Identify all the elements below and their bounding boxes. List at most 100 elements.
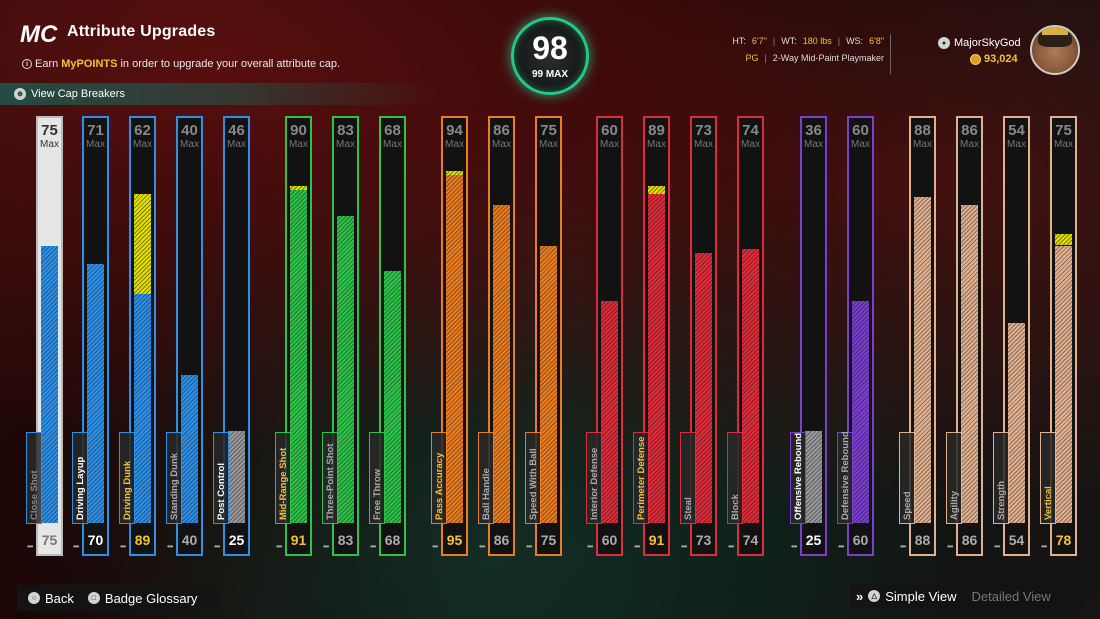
attribute-label-tab xyxy=(478,432,494,524)
attribute-name: Free Throw xyxy=(372,468,383,520)
badge-glossary-button[interactable]: □ Badge Glossary xyxy=(87,591,197,606)
simple-view-button[interactable]: Simple View xyxy=(885,588,957,604)
attribute-bar-free-throw[interactable]: 68 Max 68 Free Throw ••• xyxy=(369,116,406,556)
attribute-dots-icon: ••• xyxy=(276,542,282,551)
page-title: Attribute Upgrades xyxy=(67,23,216,40)
wt-value: 180 lbs xyxy=(802,36,832,46)
attribute-bar-agility[interactable]: 86 Max 86 Agility ••• xyxy=(946,116,983,556)
attribute-column[interactable]: 46 Max 25 xyxy=(223,116,250,556)
attribute-bar-driving-layup[interactable]: 71 Max 70 Driving Layup ••• xyxy=(72,116,109,556)
attribute-max-label: Max xyxy=(336,139,355,150)
attribute-column[interactable]: 75 Max 75 xyxy=(535,116,562,556)
back-label: Back xyxy=(45,590,74,606)
attribute-max-label: Max xyxy=(40,139,59,150)
player-info: HT: 6'7" | WT: 180 lbs | WS: 6'8" PG | 2-Wa… xyxy=(712,36,884,70)
attribute-bar-offensive-rebound[interactable]: 36 Max 25 Offensive Rebound ••• xyxy=(790,116,827,556)
attribute-column[interactable]: 88 Max 88 xyxy=(909,116,936,556)
overall-rating-value: 98 xyxy=(532,30,568,66)
attribute-current-value: 68 xyxy=(384,532,401,548)
attribute-dots-icon: ••• xyxy=(167,542,173,551)
view-cap-breakers-button[interactable]: ⊕ View Cap Breakers xyxy=(0,83,440,105)
attribute-current-value: 73 xyxy=(695,532,712,548)
separator: | xyxy=(764,53,767,63)
attribute-name: Close Shot xyxy=(29,470,40,520)
attribute-bar-defensive-rebound[interactable]: 60 Max 60 Defensive Rebound ••• xyxy=(837,116,874,556)
attribute-label-tab xyxy=(322,432,338,524)
attribute-dots-icon: ••• xyxy=(432,542,438,551)
attribute-bar-strength[interactable]: 54 Max 54 Strength ••• xyxy=(993,116,1030,556)
attribute-label-tab xyxy=(993,432,1009,524)
attribute-name: Driving Layup xyxy=(75,456,86,520)
attribute-label-tab xyxy=(790,432,806,524)
attribute-bar-perimeter-defense[interactable]: 89 Max 91 Perimeter Defense ••• xyxy=(633,116,670,556)
attribute-max-label: Max xyxy=(647,139,666,150)
attribute-label-tab xyxy=(899,432,915,524)
attribute-bar-mid-range-shot[interactable]: 90 Max 91 Mid-Range Shot ••• xyxy=(275,116,312,556)
detailed-view-button[interactable]: Detailed View xyxy=(971,588,1051,604)
ws-value: 6'8" xyxy=(869,36,884,46)
attribute-name: Mid-Range Shot xyxy=(278,447,289,520)
attribute-bar-steal[interactable]: 73 Max 73 Steal ••• xyxy=(680,116,717,556)
attribute-name: Ball Handle xyxy=(481,468,492,520)
attribute-fill xyxy=(87,264,104,523)
attribute-bar-vertical[interactable]: 75 Max 78 Vertical ••• xyxy=(1040,116,1077,556)
username: ● MajorSkyGod xyxy=(938,37,1021,49)
attribute-cap-value: 75 xyxy=(1055,122,1072,139)
attribute-current-value: 86 xyxy=(961,532,978,548)
overall-rating-badge: 98 99 MAX xyxy=(511,17,589,95)
coin-icon xyxy=(970,53,981,65)
attribute-bar-close-shot[interactable]: 75 Max 75 Close Shot ••• xyxy=(26,116,63,556)
attribute-dots-icon: ••• xyxy=(838,542,844,551)
attribute-column[interactable]: 89 Max 91 xyxy=(643,116,670,556)
attribute-fill xyxy=(384,271,401,523)
back-button[interactable]: ○ Back xyxy=(28,591,74,606)
attribute-fill xyxy=(181,375,198,523)
attribute-name: Block xyxy=(730,494,741,520)
attribute-fill xyxy=(337,215,354,523)
position-value: PG xyxy=(745,53,759,63)
attribute-fill xyxy=(805,430,822,523)
attribute-bar-block[interactable]: 74 Max 74 Block ••• xyxy=(727,116,764,556)
attribute-column[interactable]: 90 Max 91 xyxy=(285,116,312,556)
attribute-cap-value: 60 xyxy=(852,122,869,139)
attribute-column[interactable]: 94 Max 95 xyxy=(441,116,468,556)
attribute-cap-value: 71 xyxy=(87,122,104,139)
attribute-column[interactable]: 71 Max 70 xyxy=(82,116,109,556)
attribute-bar-post-control[interactable]: 46 Max 25 Post Control ••• xyxy=(213,116,250,556)
attribute-current-value: 89 xyxy=(134,532,151,548)
attribute-column[interactable]: 74 Max 74 xyxy=(737,116,764,556)
attribute-current-value: 25 xyxy=(228,532,245,548)
attribute-bar-speed-with-ball[interactable]: 75 Max 75 Speed With Ball ••• xyxy=(525,116,562,556)
attribute-bar-standing-dunk[interactable]: 40 Max 40 Standing Dunk ••• xyxy=(166,116,203,556)
controller-button-icon: ⊕ xyxy=(14,88,26,100)
attribute-bar-driving-dunk[interactable]: 62 Max 89 Driving Dunk ••• xyxy=(119,116,156,556)
attribute-max-label: Max xyxy=(539,139,558,150)
mc-logo-icon: MC xyxy=(20,21,58,46)
attribute-name: Speed xyxy=(902,491,913,520)
attribute-upgrade-fill xyxy=(290,186,307,190)
attribute-bar-interior-defense[interactable]: 60 Max 60 Interior Defense ••• xyxy=(586,116,623,556)
player-role: PG | 2-Way Mid-Paint Playmaker xyxy=(712,53,884,63)
footer-left: ○ Back □ Badge Glossary xyxy=(17,585,221,611)
attribute-current-value: 91 xyxy=(290,532,307,548)
attribute-current-value: 88 xyxy=(914,532,931,548)
attribute-cap-value: 40 xyxy=(181,122,198,139)
attribute-bar-speed[interactable]: 88 Max 88 Speed ••• xyxy=(899,116,936,556)
attribute-bar-ball-handle[interactable]: 86 Max 86 Ball Handle ••• xyxy=(478,116,515,556)
attribute-name: Defensive Rebound xyxy=(840,431,851,520)
attribute-max-label: Max xyxy=(600,139,619,150)
subtitle-pre: Earn xyxy=(35,58,59,70)
attribute-current-value: 54 xyxy=(1008,532,1025,548)
attribute-upgrade-fill xyxy=(1055,234,1072,246)
attribute-name: Post Control xyxy=(216,463,227,520)
attribute-label-tab xyxy=(369,432,385,524)
attribute-current-value: 60 xyxy=(601,532,618,548)
attribute-bar-pass-accuracy[interactable]: 94 Max 95 Pass Accuracy ••• xyxy=(431,116,468,556)
attribute-label-tab xyxy=(119,432,135,524)
attribute-cap-value: 75 xyxy=(540,122,557,139)
attribute-current-value: 40 xyxy=(181,532,198,548)
attribute-current-value: 60 xyxy=(852,532,869,548)
attribute-bar-three-point-shot[interactable]: 83 Max 83 Three-Point Shot ••• xyxy=(322,116,359,556)
attribute-cap-value: 36 xyxy=(805,122,822,139)
attribute-max-label: Max xyxy=(851,139,870,150)
